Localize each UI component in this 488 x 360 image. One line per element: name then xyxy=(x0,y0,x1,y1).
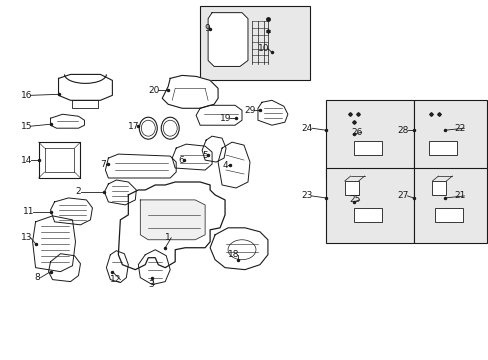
Text: 1: 1 xyxy=(165,233,171,242)
Polygon shape xyxy=(210,228,267,270)
Bar xyxy=(413,100,487,178)
Polygon shape xyxy=(72,100,98,108)
Text: 8: 8 xyxy=(35,273,41,282)
Bar xyxy=(353,208,381,222)
Text: 27: 27 xyxy=(397,192,408,201)
Text: 26: 26 xyxy=(351,128,362,137)
Text: 24: 24 xyxy=(301,124,312,133)
Bar xyxy=(200,6,309,80)
Polygon shape xyxy=(138,250,170,285)
Text: 15: 15 xyxy=(20,122,32,131)
Text: 23: 23 xyxy=(301,192,313,201)
Polygon shape xyxy=(202,136,225,162)
Text: 25: 25 xyxy=(349,195,360,204)
Text: 5: 5 xyxy=(202,150,207,159)
Polygon shape xyxy=(258,100,287,125)
Polygon shape xyxy=(50,198,92,225)
Text: 2: 2 xyxy=(75,188,81,197)
Polygon shape xyxy=(172,144,212,170)
Text: 10: 10 xyxy=(258,44,269,53)
Text: 28: 28 xyxy=(397,126,408,135)
Bar xyxy=(435,208,463,222)
Polygon shape xyxy=(196,105,242,125)
Polygon shape xyxy=(162,75,218,108)
Polygon shape xyxy=(33,216,75,272)
Ellipse shape xyxy=(141,120,155,136)
Text: 4: 4 xyxy=(222,161,227,170)
Text: 17: 17 xyxy=(128,122,140,131)
Polygon shape xyxy=(218,142,249,188)
Text: 12: 12 xyxy=(110,275,122,284)
Polygon shape xyxy=(118,182,224,270)
Text: 16: 16 xyxy=(20,91,32,100)
Text: 29: 29 xyxy=(244,106,255,115)
Ellipse shape xyxy=(227,240,255,260)
Bar xyxy=(344,181,358,195)
Polygon shape xyxy=(104,180,136,205)
Bar xyxy=(353,141,381,155)
Bar xyxy=(325,100,413,178)
Text: 13: 13 xyxy=(20,233,32,242)
Polygon shape xyxy=(44,148,74,172)
Polygon shape xyxy=(48,254,81,282)
Text: 20: 20 xyxy=(148,86,159,95)
Bar xyxy=(431,181,446,195)
Text: 7: 7 xyxy=(100,159,106,168)
Text: 22: 22 xyxy=(453,124,465,133)
Bar xyxy=(325,168,413,243)
Polygon shape xyxy=(59,75,112,100)
Ellipse shape xyxy=(163,120,177,136)
Ellipse shape xyxy=(139,117,157,139)
Polygon shape xyxy=(208,13,247,67)
Polygon shape xyxy=(39,142,81,178)
Text: 21: 21 xyxy=(453,192,465,201)
Bar xyxy=(428,141,456,155)
Polygon shape xyxy=(106,251,128,283)
Text: 9: 9 xyxy=(203,24,209,33)
Text: 18: 18 xyxy=(227,250,239,259)
Ellipse shape xyxy=(161,117,179,139)
Text: 19: 19 xyxy=(220,114,231,123)
Bar xyxy=(413,168,487,243)
Text: 11: 11 xyxy=(22,207,34,216)
Text: 14: 14 xyxy=(20,156,32,165)
Polygon shape xyxy=(50,114,84,128)
Text: 6: 6 xyxy=(178,156,183,165)
Text: 3: 3 xyxy=(148,280,154,289)
Polygon shape xyxy=(105,154,176,178)
Polygon shape xyxy=(140,200,204,240)
